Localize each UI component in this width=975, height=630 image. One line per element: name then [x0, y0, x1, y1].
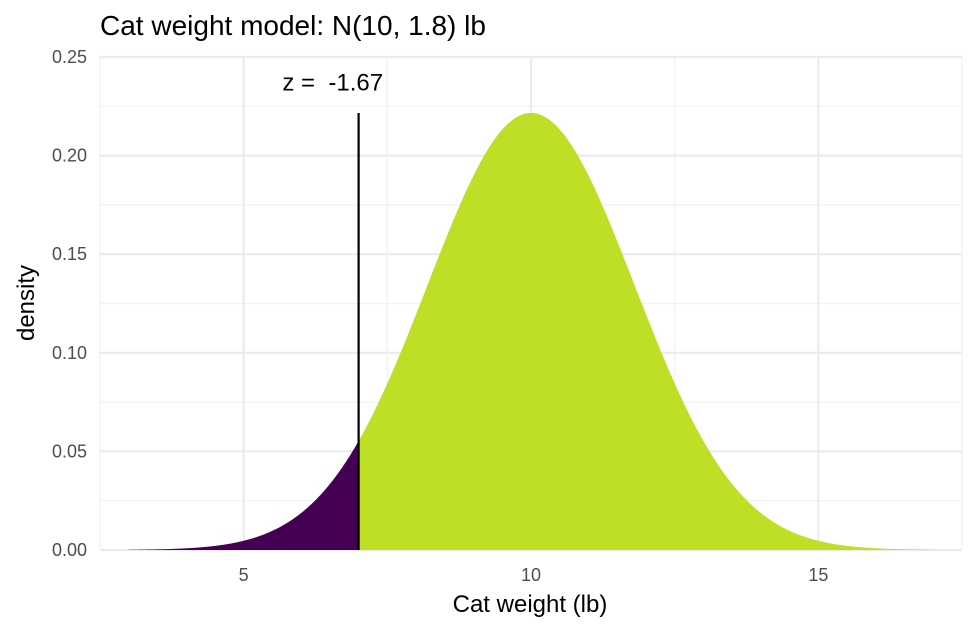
y-tick-label: 0.15 — [52, 244, 87, 264]
y-tick-label: 0.25 — [52, 47, 87, 67]
y-tick-label: 0.00 — [52, 540, 87, 560]
y-tick-label: 0.05 — [52, 441, 87, 461]
lower-tail-area — [128, 441, 359, 550]
x-axis-title: Cat weight (lb) — [453, 591, 608, 618]
x-tick-label: 10 — [521, 565, 541, 585]
tick-labels: 0.00 0.05 0.10 0.15 0.20 0.25 5 10 15 — [52, 47, 828, 585]
chart-title: Cat weight model: N(10, 1.8) lb — [100, 10, 486, 41]
density-areas — [128, 112, 934, 550]
x-tick-label: 5 — [239, 565, 249, 585]
y-tick-label: 0.20 — [52, 146, 87, 166]
y-tick-label: 0.10 — [52, 343, 87, 363]
y-axis-title: density — [13, 265, 40, 341]
x-tick-label: 15 — [808, 565, 828, 585]
z-annotation: z = -1.67 — [282, 70, 383, 97]
upper-area — [358, 112, 934, 550]
